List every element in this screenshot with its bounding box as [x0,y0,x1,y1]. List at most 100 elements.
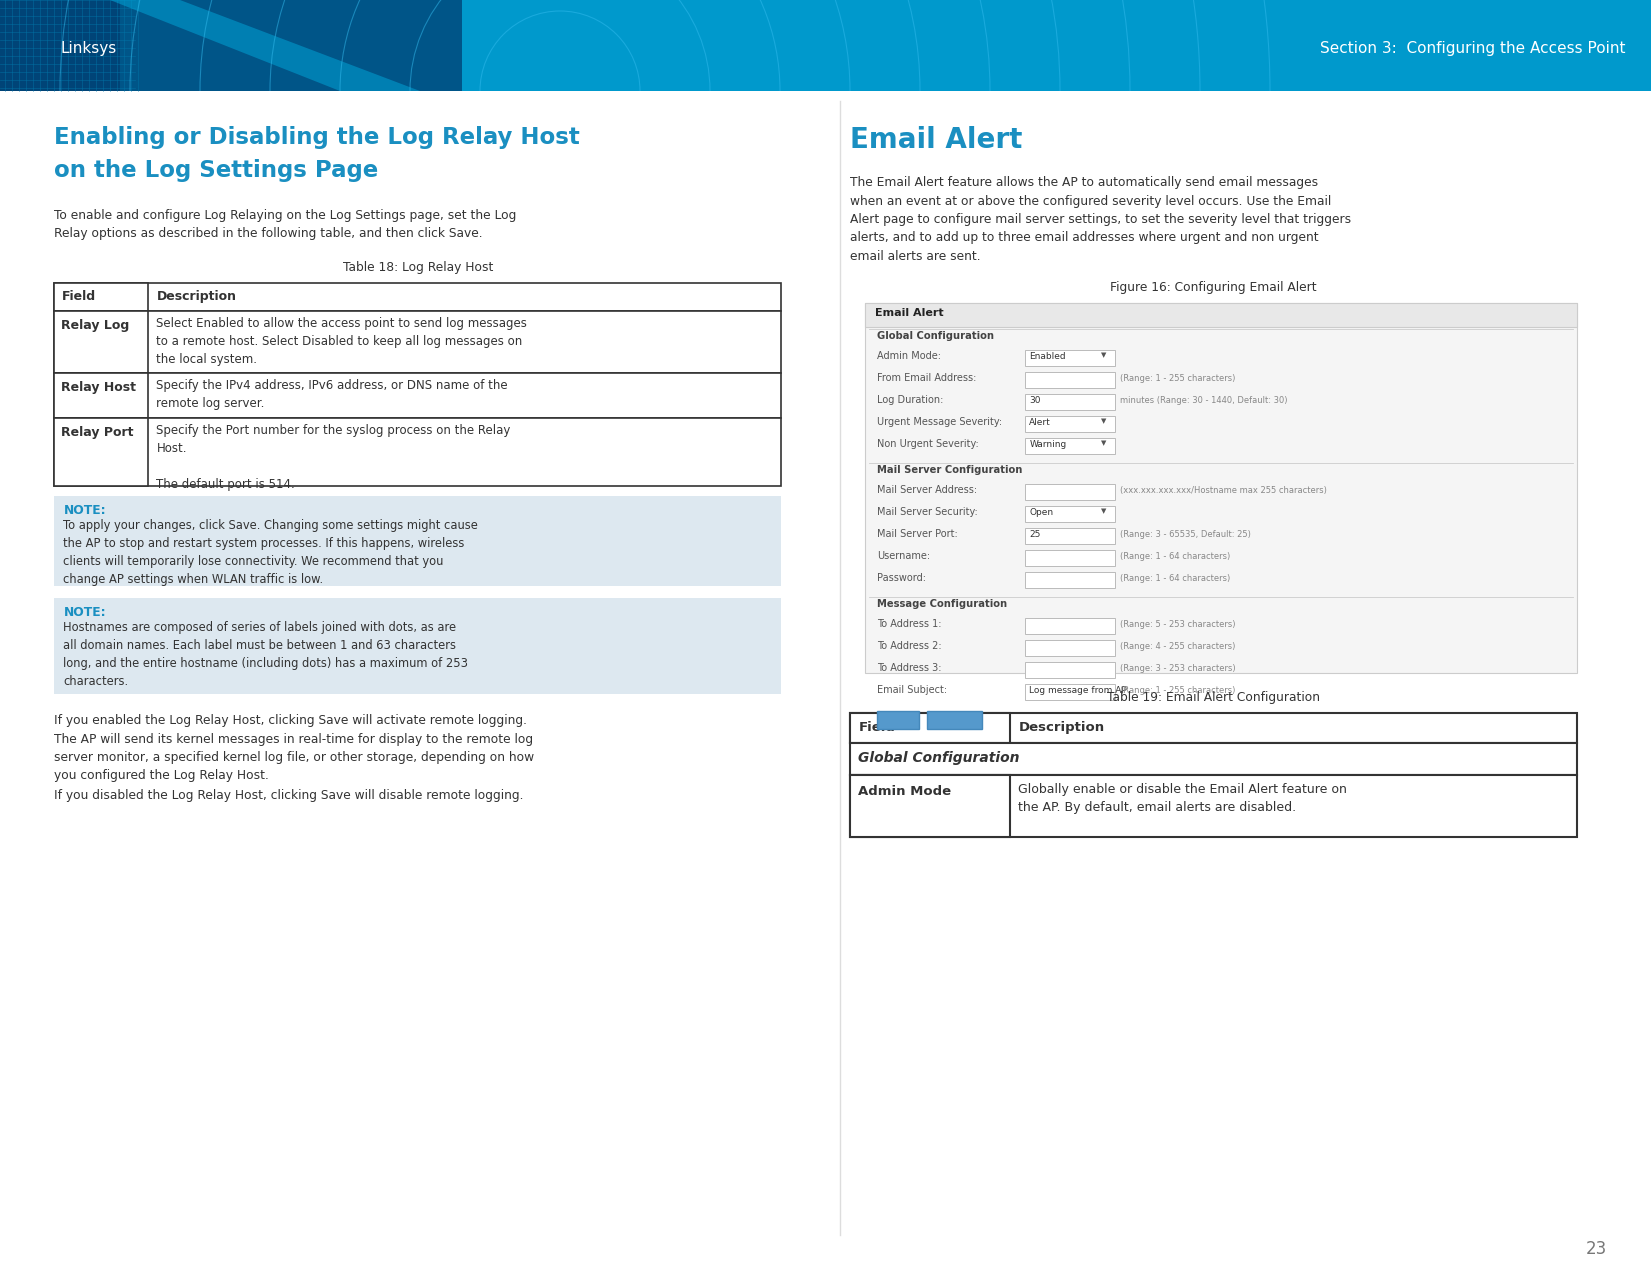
Bar [1025,662,1116,678]
Text: Enabled: Enabled [1029,352,1067,361]
Text: Save: Save [885,717,911,725]
Text: on the Log Settings Page: on the Log Settings Page [54,159,378,182]
Bar [1025,683,1116,700]
Text: NOTE:: NOTE: [63,606,106,618]
Bar [850,775,1010,836]
Bar [865,303,1577,673]
Bar [850,713,1577,743]
Bar [877,711,920,729]
Text: Email Alert: Email Alert [850,126,1022,154]
Text: Description: Description [157,289,236,303]
Text: Message Configuration: Message Configuration [877,599,1007,609]
Bar [1025,394,1116,411]
Text: (Range: 3 - 253 characters): (Range: 3 - 253 characters) [1121,664,1237,673]
Text: (Range: 4 - 255 characters): (Range: 4 - 255 characters) [1121,643,1235,652]
Text: ▼: ▼ [1101,440,1106,446]
Text: (Range: 5 - 253 characters): (Range: 5 - 253 characters) [1121,620,1235,629]
Text: Enabling or Disabling the Log Relay Host: Enabling or Disabling the Log Relay Host [54,126,580,149]
Text: Urgent Message Severity:: Urgent Message Severity: [877,417,1002,427]
Bar [0,0,1651,91]
Text: Email Alert: Email Alert [875,309,944,317]
Text: Global Configuration: Global Configuration [877,332,994,340]
Bar [1025,618,1116,634]
Text: Relay Host: Relay Host [61,381,137,394]
Text: Password:: Password: [877,572,926,583]
Text: Alert: Alert [1029,418,1052,427]
Bar [1025,572,1116,588]
Text: (xxx.xxx.xxx.xxx/Hostname max 255 characters): (xxx.xxx.xxx.xxx/Hostname max 255 charac… [1121,486,1327,495]
Text: minutes (Range: 30 - 1440, Default: 30): minutes (Range: 30 - 1440, Default: 30) [1121,397,1288,405]
Text: To Address 3:: To Address 3: [877,663,941,673]
Bar [0,0,462,91]
Text: Table 18: Log Relay Host: Table 18: Log Relay Host [342,261,494,274]
Text: (Range: 3 - 65535, Default: 25): (Range: 3 - 65535, Default: 25) [1121,530,1251,539]
Bar [1025,439,1116,454]
Text: Log message from AP: Log message from AP [1029,686,1128,695]
Text: Figure 16: Configuring Email Alert: Figure 16: Configuring Email Alert [1109,280,1317,295]
Text: Mail Server Security:: Mail Server Security: [877,507,977,516]
Text: Non Urgent Severity:: Non Urgent Severity: [877,439,979,449]
Bar [865,303,1577,326]
Text: Select Enabled to allow the access point to send log messages
to a remote host. : Select Enabled to allow the access point… [157,317,527,366]
Text: 25: 25 [1029,530,1040,539]
Bar [54,311,781,374]
Text: Warning: Warning [1029,440,1067,449]
Text: Mail Server Port:: Mail Server Port: [877,529,958,539]
Bar [1025,372,1116,388]
Bar [928,711,982,729]
Text: Specify the IPv4 address, IPv6 address, or DNS name of the
remote log server.: Specify the IPv4 address, IPv6 address, … [157,379,509,411]
Bar [1025,416,1116,432]
Bar [1025,506,1116,521]
Text: Relay Port: Relay Port [61,426,134,439]
Text: NOTE:: NOTE: [63,504,106,516]
Bar [1025,640,1116,657]
Text: If you enabled the Log Relay Host, clicking Save will activate remote logging.
T: If you enabled the Log Relay Host, click… [54,714,535,783]
Text: Globally enable or disable the Email Alert feature on
the AP. By default, email : Globally enable or disable the Email Ale… [1019,783,1347,815]
Text: Section 3:  Configuring the Access Point: Section 3: Configuring the Access Point [1321,41,1626,56]
Text: Relay Log: Relay Log [61,319,130,332]
Text: 23: 23 [1585,1241,1606,1258]
Bar [54,598,781,694]
Text: Admin Mode:: Admin Mode: [877,351,941,361]
Text: Table 19: Email Alert Configuration: Table 19: Email Alert Configuration [1106,691,1321,704]
Text: If you disabled the Log Relay Host, clicking Save will disable remote logging.: If you disabled the Log Relay Host, clic… [54,789,523,802]
Bar [54,374,781,418]
Text: From Email Address:: From Email Address: [877,374,977,382]
Bar [54,418,149,486]
Text: ▼: ▼ [1101,352,1106,358]
Text: To Address 1:: To Address 1: [877,618,941,629]
Text: To enable and configure Log Relaying on the Log Settings page, set the Log
Relay: To enable and configure Log Relaying on … [54,209,517,241]
Text: Test Mail: Test Mail [930,717,979,725]
Bar [54,311,149,374]
Text: Mail Server Configuration: Mail Server Configuration [877,465,1022,476]
Text: Open: Open [1029,507,1053,516]
Text: Log Duration:: Log Duration: [877,395,944,405]
Bar [1025,550,1116,566]
Bar [54,374,149,418]
Bar [0,0,121,91]
Text: Description: Description [1019,720,1105,734]
Text: Linksys: Linksys [59,41,116,56]
Text: (Range: 1 - 64 characters): (Range: 1 - 64 characters) [1121,574,1230,583]
Text: Username:: Username: [877,551,931,561]
Text: Global Configuration: Global Configuration [859,751,1020,765]
Bar [850,713,1010,743]
Text: Mail Server Address:: Mail Server Address: [877,484,977,495]
Text: Field: Field [859,720,895,734]
Text: Admin Mode: Admin Mode [859,785,951,798]
Polygon shape [111,0,419,91]
Bar [1025,528,1116,544]
Bar [850,743,1577,775]
Text: 30: 30 [1029,397,1040,405]
Bar [54,283,781,311]
Bar [1025,351,1116,366]
Text: The Email Alert feature allows the AP to automatically send email messages
when : The Email Alert feature allows the AP to… [850,176,1352,263]
Text: To Address 2:: To Address 2: [877,641,941,652]
Bar [54,283,149,311]
Text: ▼: ▼ [1101,507,1106,514]
Bar [54,418,781,486]
Bar [54,496,781,586]
Text: Hostnames are composed of series of labels joined with dots, as are
all domain n: Hostnames are composed of series of labe… [63,621,469,688]
Text: (Range: 1 - 255 characters): (Range: 1 - 255 characters) [1121,374,1235,382]
Text: (Range: 1 - 64 characters): (Range: 1 - 64 characters) [1121,552,1230,561]
